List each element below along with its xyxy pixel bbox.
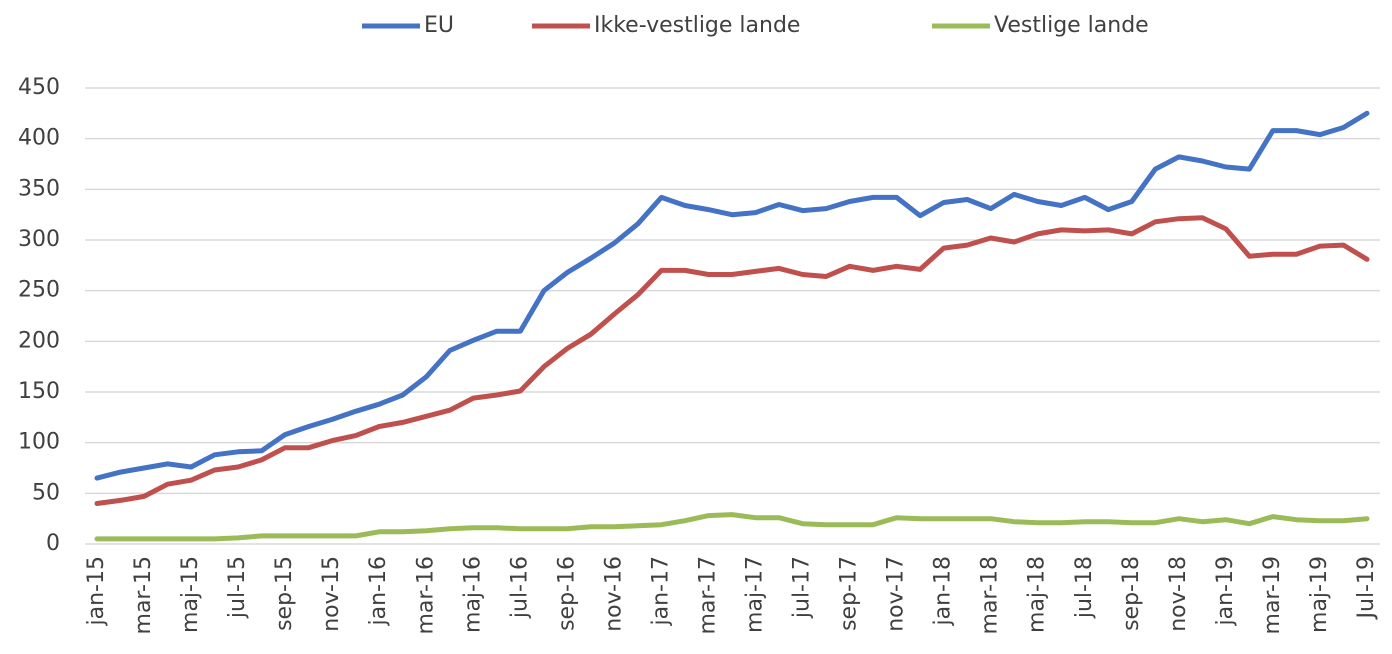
y-tick-label: 250 xyxy=(18,278,60,303)
x-tick-label: maj-16 xyxy=(460,556,485,633)
x-tick-label: jul-17 xyxy=(790,556,815,619)
x-tick-label: nov-16 xyxy=(601,556,626,632)
series-line xyxy=(94,215,1370,506)
series-line xyxy=(94,110,1370,481)
y-tick-label: 100 xyxy=(18,430,60,455)
x-tick-label: Jul-19 xyxy=(1354,556,1379,620)
x-tick-label: mar-19 xyxy=(1260,556,1285,634)
x-tick-label: sep-17 xyxy=(837,556,862,631)
legend-label: EU xyxy=(424,13,454,38)
x-tick-label: mar-18 xyxy=(978,556,1003,634)
x-tick-label: sep-16 xyxy=(554,556,579,631)
y-tick-label: 0 xyxy=(46,531,60,556)
x-tick-label: jul-16 xyxy=(507,556,532,619)
y-tick-label: 450 xyxy=(18,75,60,100)
x-tick-label: jan-16 xyxy=(366,556,391,626)
y-tick-label: 200 xyxy=(18,328,60,353)
x-tick-label: maj-18 xyxy=(1025,556,1050,633)
x-tick-label: maj-19 xyxy=(1307,556,1332,633)
x-tick-label: nov-15 xyxy=(319,556,344,632)
x-tick-label: maj-17 xyxy=(743,556,768,633)
y-tick-label: 50 xyxy=(32,480,60,505)
x-tick-label: mar-16 xyxy=(413,556,438,634)
y-tick-label: 300 xyxy=(18,227,60,252)
y-tick-label: 150 xyxy=(18,379,60,404)
y-tick-label: 400 xyxy=(18,126,60,151)
x-tick-label: nov-18 xyxy=(1166,556,1191,632)
x-tick-label: sep-18 xyxy=(1119,556,1144,631)
x-tick-label: jan-17 xyxy=(648,556,673,626)
x-tick-label: jan-15 xyxy=(84,556,109,626)
x-tick-label: mar-15 xyxy=(131,556,156,634)
x-tick-label: jan-19 xyxy=(1213,556,1238,626)
x-tick-label: mar-17 xyxy=(695,556,720,634)
y-tick-label: 350 xyxy=(18,176,60,201)
x-tick-label: jul-18 xyxy=(1072,556,1097,619)
legend-label: Ikke-vestlige lande xyxy=(594,13,800,38)
x-tick-label: sep-15 xyxy=(272,556,297,631)
x-tick-label: jan-18 xyxy=(931,556,956,626)
legend-label: Vestlige lande xyxy=(994,13,1149,38)
x-tick-label: maj-15 xyxy=(178,556,203,633)
x-tick-label: jul-15 xyxy=(225,556,250,619)
x-tick-label: nov-17 xyxy=(884,556,909,632)
series-line xyxy=(94,512,1370,542)
